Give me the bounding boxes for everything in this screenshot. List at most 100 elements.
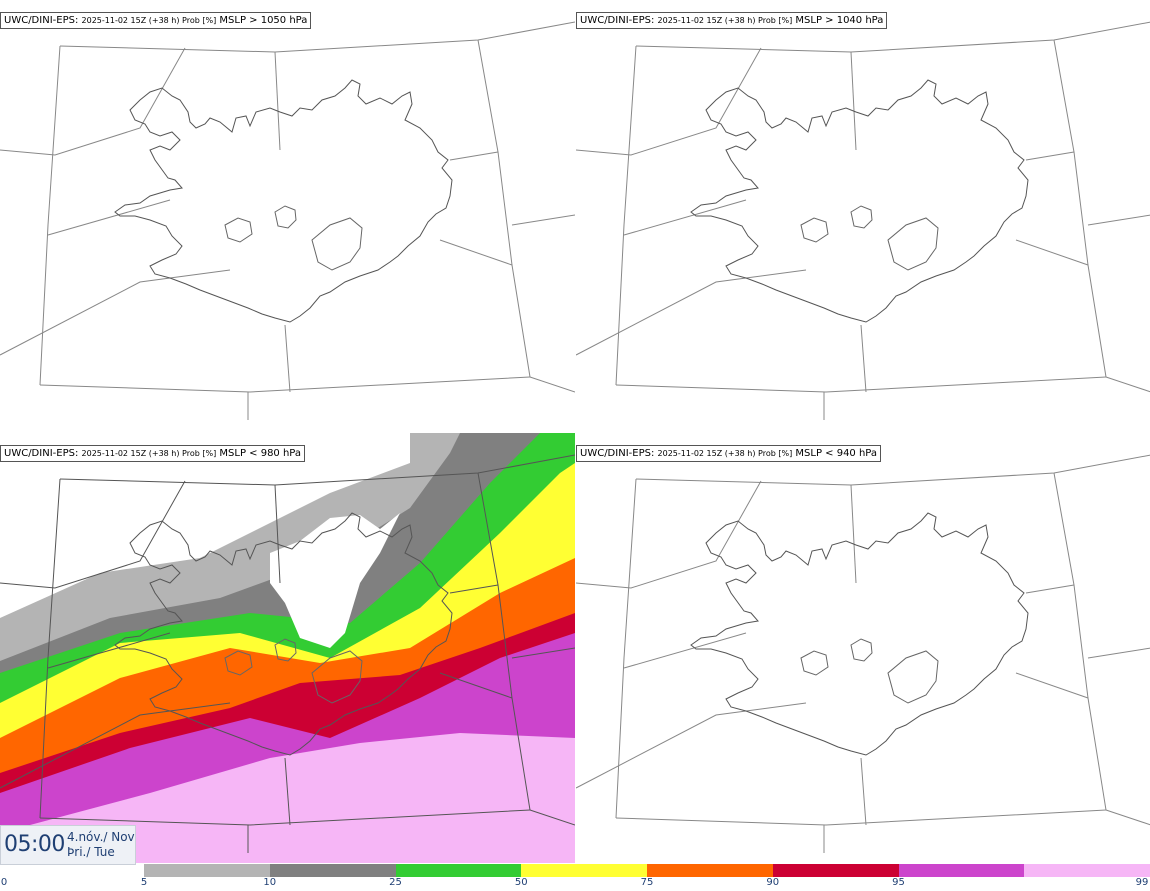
legend-tick-label: 5 — [140, 877, 148, 888]
legend-tick-label: 75 — [640, 877, 654, 888]
graticule-line — [477, 472, 531, 811]
graticule-line — [39, 45, 61, 386]
glacier-outline — [274, 638, 297, 662]
graticule-line — [1087, 647, 1150, 659]
graticule-line — [39, 809, 531, 826]
panel-title: UWC/DINI-EPS: 2025-11-02 15Z (+38 h) Pro… — [576, 12, 888, 29]
iceland-map — [0, 454, 575, 853]
glacier-outline — [887, 217, 939, 271]
legend-swatch-50-75 — [521, 864, 647, 877]
graticule-line — [576, 269, 807, 356]
graticule-line — [47, 632, 171, 669]
legend-swatch-99-100 — [1024, 864, 1150, 877]
map-panel-top-right: UWC/DINI-EPS: 2025-11-02 15Z (+38 h) Pro… — [576, 0, 1150, 430]
graticule-line — [635, 454, 1150, 486]
legend-tick-label: 99 — [1135, 877, 1149, 888]
graticule-line — [0, 269, 231, 356]
glacier-outline — [311, 650, 363, 704]
parameter-label: MSLP > 1050 hPa — [219, 15, 308, 26]
graticule-line — [576, 480, 762, 589]
graticule-line — [47, 199, 171, 236]
model-name: UWC/DINI-EPS — [4, 15, 75, 26]
graticule-line — [274, 484, 281, 584]
legend-tick-label: 95 — [892, 877, 905, 888]
legend-swatch-10-25 — [269, 864, 396, 877]
graticule-line — [635, 21, 1150, 53]
graticule-line — [576, 47, 762, 156]
legend-swatch-25-50 — [395, 864, 522, 877]
graticule-line — [1087, 214, 1150, 226]
graticule-line — [39, 376, 531, 393]
legend-tick-label: 0 — [0, 877, 8, 888]
graticule-line — [439, 239, 513, 266]
model-name: UWC/DINI-EPS — [580, 15, 651, 26]
iceland-map — [576, 21, 1150, 420]
graticule-line — [860, 324, 867, 393]
graticule-line — [284, 324, 291, 393]
glacier-outline — [311, 217, 363, 271]
graticule-line — [449, 584, 499, 594]
run-info: 2025-11-02 15Z (+38 h) Prob [%] — [81, 449, 217, 458]
graticule-line — [0, 480, 186, 589]
iceland-map — [576, 454, 1150, 853]
legend-swatch-5-10 — [144, 864, 270, 877]
graticule-line — [1053, 472, 1107, 811]
coastline — [690, 79, 1029, 323]
valid-weekday: Þri./ Tue — [67, 845, 115, 859]
parameter-label: MSLP < 980 hPa — [219, 448, 302, 459]
graticule-line — [39, 478, 61, 819]
glacier-outline — [224, 650, 253, 676]
legend-tick-label: 90 — [766, 877, 780, 888]
panel-title: UWC/DINI-EPS: 2025-11-02 15Z (+38 h) Pro… — [0, 12, 312, 29]
graticule-line — [615, 376, 1107, 393]
graticule-line — [0, 47, 186, 156]
parameter-label: MSLP > 1040 hPa — [795, 15, 884, 26]
valid-time-box: 05:00 4.nóv./ Nov Þri./ Tue — [0, 825, 136, 865]
graticule-line — [59, 21, 575, 53]
graticule-line — [274, 51, 281, 151]
legend-tick-label: 25 — [389, 877, 402, 888]
graticule-line — [1025, 584, 1075, 594]
map-panel-top-left: UWC/DINI-EPS: 2025-11-02 15Z (+38 h) Pro… — [0, 0, 575, 430]
panel-title: UWC/DINI-EPS: 2025-11-02 15Z (+38 h) Pro… — [576, 445, 882, 462]
graticule-line — [477, 39, 531, 378]
legend-swatch-95-99 — [898, 864, 1025, 877]
graticule-line — [1025, 151, 1075, 161]
graticule-line — [0, 702, 231, 789]
graticule-line — [615, 809, 1107, 826]
graticule-line — [1105, 376, 1150, 393]
graticule-line — [439, 672, 513, 699]
graticule-line — [615, 45, 637, 386]
graticule-line — [511, 647, 575, 659]
legend-swatch-75-90 — [647, 864, 773, 877]
graticule-line — [850, 484, 857, 584]
graticule-line — [1015, 239, 1089, 266]
map-panel-bottom-left: UWC/DINI-EPS: 2025-11-02 15Z (+38 h) Pro… — [0, 433, 575, 863]
model-name: UWC/DINI-EPS — [580, 448, 651, 459]
model-name: UWC/DINI-EPS — [4, 448, 75, 459]
graticule-line — [860, 757, 867, 826]
graticule-line — [623, 632, 747, 669]
run-info: 2025-11-02 15Z (+38 h) Prob [%] — [657, 449, 793, 458]
graticule-line — [615, 478, 637, 819]
graticule-line — [1015, 672, 1089, 699]
glacier-outline — [224, 217, 253, 243]
legend-swatch-90-95 — [772, 864, 899, 877]
graticule-line — [511, 214, 575, 226]
panel-title: UWC/DINI-EPS: 2025-11-02 15Z (+38 h) Pro… — [0, 445, 306, 462]
glacier-outline — [800, 217, 829, 243]
coastline — [114, 512, 453, 756]
map-panel-bottom-right: UWC/DINI-EPS: 2025-11-02 15Z (+38 h) Pro… — [576, 433, 1150, 863]
valid-time: 05:00 — [4, 832, 65, 857]
legend-tick-label: 50 — [514, 877, 528, 888]
parameter-label: MSLP < 940 hPa — [795, 448, 878, 459]
run-info: 2025-11-02 15Z (+38 h) Prob [%] — [657, 16, 793, 25]
graticule-line — [529, 376, 575, 393]
graticule-line — [850, 51, 857, 151]
graticule-line — [59, 454, 575, 486]
graticule-line — [529, 809, 575, 826]
glacier-outline — [800, 650, 829, 676]
graticule-line — [1105, 809, 1150, 826]
glacier-outline — [274, 205, 297, 229]
probability-band-0-5 — [270, 513, 400, 648]
